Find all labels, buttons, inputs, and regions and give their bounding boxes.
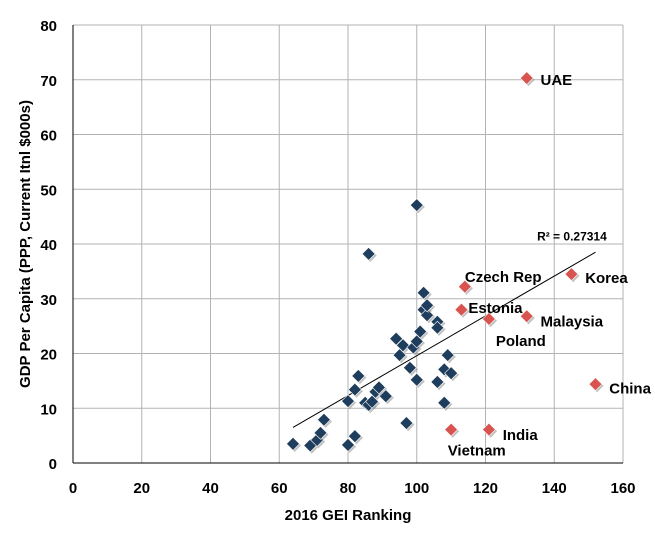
- highlight-point: [444, 422, 459, 437]
- highlight-point: [588, 377, 603, 392]
- country-label: UAE: [541, 72, 573, 89]
- data-point: [420, 298, 434, 313]
- y-tick-label: 50: [40, 182, 57, 199]
- country-label: Estonia: [468, 300, 523, 317]
- data-points: [286, 71, 604, 454]
- highlight-point: [454, 302, 469, 317]
- highlight-point: [482, 312, 496, 326]
- country-label: Korea: [585, 270, 628, 287]
- data-point: [437, 395, 452, 410]
- country-label: Malaysia: [541, 314, 604, 331]
- data-point: [409, 198, 424, 213]
- highlight-point: [482, 422, 496, 437]
- data-point: [430, 375, 445, 389]
- country-label: India: [503, 427, 539, 444]
- y-tick-label: 70: [40, 73, 57, 90]
- x-axis-label: 2016 GEI Ranking: [285, 507, 412, 524]
- x-tick-label: 80: [340, 480, 357, 497]
- axes: [72, 25, 623, 464]
- x-tick-label: 60: [271, 480, 288, 497]
- data-point: [341, 438, 355, 452]
- x-tick-label: 0: [69, 480, 77, 497]
- data-point: [420, 308, 434, 323]
- y-tick-label: 80: [40, 18, 57, 35]
- data-point: [351, 369, 366, 383]
- x-tick-label: 100: [404, 480, 429, 497]
- grid: [73, 24, 624, 463]
- data-point: [389, 331, 404, 346]
- country-label: Czech Rep: [465, 269, 542, 286]
- trendline-line: [292, 251, 596, 428]
- country-label: Poland: [496, 333, 546, 350]
- data-point: [413, 324, 428, 339]
- x-tick-label: 140: [542, 480, 567, 497]
- x-tick-label: 20: [133, 480, 150, 497]
- x-tick-labels: 0 20 40 60 80 100 120 140 160: [69, 480, 636, 497]
- highlight-point: [564, 267, 579, 282]
- x-tick-label: 40: [202, 480, 219, 497]
- x-tick-label: 160: [610, 480, 635, 497]
- data-point: [430, 320, 445, 335]
- data-point: [399, 416, 414, 430]
- y-tick-labels: 0 10 20 30 40 50 60 70 80: [40, 18, 57, 473]
- data-point: [347, 429, 362, 444]
- y-tick-label: 10: [40, 401, 57, 418]
- data-point: [402, 360, 417, 375]
- data-point: [361, 246, 376, 261]
- y-tick-label: 0: [49, 456, 57, 473]
- data-point: [372, 380, 386, 395]
- x-tick-label: 120: [473, 480, 498, 497]
- highlight-point: [519, 71, 534, 86]
- highlight-point: [519, 309, 534, 324]
- y-tick-label: 30: [40, 292, 57, 309]
- trendline: R² = 0.27314: [292, 230, 607, 428]
- data-point: [416, 285, 431, 300]
- data-point: [341, 394, 355, 409]
- country-label: China: [609, 381, 651, 398]
- r-squared-label: R² = 0.27314: [537, 230, 607, 244]
- y-tick-label: 20: [40, 347, 57, 364]
- data-point: [313, 425, 328, 440]
- data-point: [396, 338, 410, 353]
- data-point: [440, 348, 455, 363]
- data-point: [317, 412, 331, 427]
- data-point: [286, 436, 300, 451]
- y-axis-label: GDP Per Capita (PPP, Current Itnl $000s): [17, 100, 34, 388]
- y-tick-label: 40: [40, 237, 57, 254]
- country-label: Vietnam: [448, 442, 506, 459]
- data-point: [378, 389, 393, 404]
- data-point: [444, 366, 459, 381]
- data-point: [347, 382, 362, 397]
- highlight-point: [457, 279, 472, 294]
- data-point: [409, 372, 424, 387]
- annotations: UAE Czech Rep Estonia Korea Poland Malaysia Ch…: [448, 72, 652, 460]
- y-tick-label: 60: [40, 128, 57, 145]
